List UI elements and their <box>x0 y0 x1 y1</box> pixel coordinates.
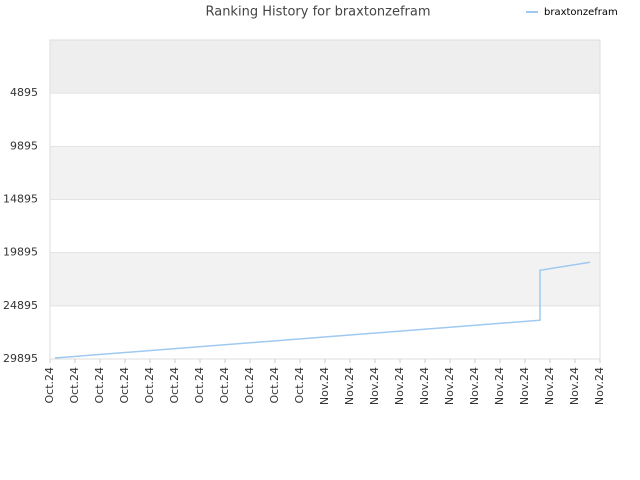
x-tick-label: Nov.24 <box>343 367 356 405</box>
plot-band <box>50 199 600 253</box>
x-tick-label: Oct.24 <box>268 367 281 404</box>
y-tick-label: 24895 <box>3 299 38 312</box>
x-tick-label: Oct.24 <box>118 367 131 404</box>
x-tick-label: Nov.24 <box>518 367 531 405</box>
y-tick-label: 14895 <box>3 193 38 206</box>
x-tick-label: Oct.24 <box>243 367 256 404</box>
x-tick-label: Nov.24 <box>543 367 556 405</box>
y-tick-label: 29895 <box>3 352 38 365</box>
plot-band <box>50 305 600 359</box>
x-tick-label: Oct.24 <box>143 367 156 404</box>
x-tick-label: Oct.24 <box>218 367 231 404</box>
x-tick-label: Nov.24 <box>443 367 456 405</box>
x-tick-label: Oct.24 <box>43 367 56 404</box>
x-tick-label: Nov.24 <box>468 367 481 405</box>
x-tick-label: Oct.24 <box>68 367 81 404</box>
y-tick-label: 19895 <box>3 246 38 259</box>
x-tick-label: Oct.24 <box>168 367 181 404</box>
legend-label: braxtonzefram <box>544 7 618 18</box>
x-tick-label: Nov.24 <box>368 367 381 405</box>
y-tick-label: 4895 <box>10 86 38 99</box>
x-tick-label: Nov.24 <box>593 367 606 405</box>
x-tick-label: Nov.24 <box>418 367 431 405</box>
series-line <box>54 261 591 359</box>
y-tick-label: 9895 <box>10 139 38 152</box>
chart-title: Ranking History for braxtonzefram <box>205 5 430 20</box>
x-tick-label: Oct.24 <box>293 367 306 404</box>
x-tick-label: Oct.24 <box>193 367 206 404</box>
x-tick-label: Nov.24 <box>493 367 506 405</box>
plot-band <box>50 40 600 94</box>
plot-band <box>50 93 600 147</box>
x-tick-label: Nov.24 <box>393 367 406 405</box>
x-tick-label: Oct.24 <box>93 367 106 404</box>
plot-band <box>50 252 600 306</box>
x-tick-label: Nov.24 <box>568 367 581 405</box>
plot-band <box>50 146 600 200</box>
x-tick-label: Nov.24 <box>318 367 331 405</box>
